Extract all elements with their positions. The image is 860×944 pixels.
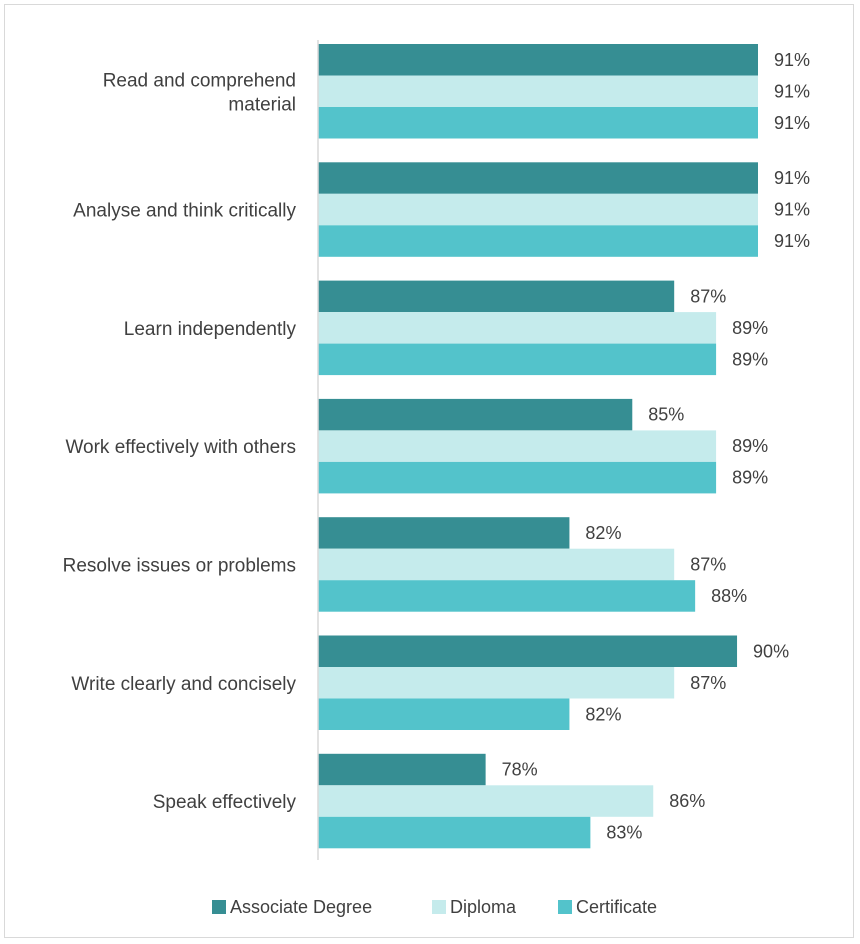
bar-associate-degree bbox=[318, 517, 570, 549]
bar-diploma bbox=[318, 667, 675, 699]
data-label: 86% bbox=[669, 791, 705, 811]
bar-certificate bbox=[318, 461, 717, 494]
bar-certificate bbox=[318, 107, 758, 139]
bar-certificate bbox=[318, 580, 696, 612]
category-label: Analyse and think critically bbox=[73, 201, 296, 222]
bar-diploma bbox=[318, 193, 758, 226]
category-label: Speak effectively bbox=[153, 792, 297, 813]
legend-label: Certificate bbox=[576, 897, 657, 917]
bar-certificate bbox=[318, 698, 570, 730]
bar-associate-degree bbox=[318, 635, 738, 667]
category-label: Write clearly and concisely bbox=[71, 674, 296, 695]
bar-certificate bbox=[318, 816, 591, 849]
data-label: 89% bbox=[732, 318, 768, 338]
category-label: Resolve issues or problems bbox=[63, 555, 296, 576]
legend-label: Diploma bbox=[450, 897, 517, 917]
category-label: Work effectively with others bbox=[65, 437, 296, 458]
bar-associate-degree bbox=[318, 398, 633, 431]
bar-certificate bbox=[318, 343, 717, 376]
legend-label: Associate Degree bbox=[230, 897, 372, 917]
legend-swatch bbox=[558, 900, 572, 914]
data-label: 91% bbox=[774, 200, 810, 220]
data-label: 82% bbox=[585, 523, 621, 543]
data-label: 87% bbox=[690, 673, 726, 693]
bar-associate-degree bbox=[318, 753, 486, 786]
bar-diploma bbox=[318, 548, 675, 581]
data-label: 87% bbox=[690, 554, 726, 574]
bar-diploma bbox=[318, 430, 717, 462]
data-label: 83% bbox=[606, 823, 642, 843]
bar-diploma bbox=[318, 312, 717, 344]
data-label: 89% bbox=[732, 436, 768, 456]
data-label: 89% bbox=[732, 468, 768, 488]
category-label: material bbox=[228, 94, 296, 115]
data-label: 78% bbox=[502, 760, 538, 780]
legend-swatch bbox=[432, 900, 446, 914]
bar-associate-degree bbox=[318, 162, 758, 194]
data-label: 89% bbox=[732, 349, 768, 369]
category-label: Learn independently bbox=[124, 319, 297, 340]
bar-associate-degree bbox=[318, 44, 758, 76]
bar-diploma bbox=[318, 785, 654, 817]
data-label: 91% bbox=[774, 50, 810, 70]
bar-certificate bbox=[318, 225, 758, 257]
data-label: 82% bbox=[585, 704, 621, 724]
data-label: 91% bbox=[774, 168, 810, 188]
legend-swatch bbox=[212, 900, 226, 914]
category-label: Read and comprehend bbox=[103, 70, 296, 91]
data-label: 91% bbox=[774, 81, 810, 101]
data-label: 90% bbox=[753, 641, 789, 661]
data-label: 85% bbox=[648, 405, 684, 425]
data-label: 91% bbox=[774, 113, 810, 133]
data-label: 88% bbox=[711, 586, 747, 606]
data-label: 91% bbox=[774, 231, 810, 251]
data-label: 87% bbox=[690, 286, 726, 306]
bar-diploma bbox=[318, 75, 758, 107]
bar-associate-degree bbox=[318, 280, 675, 313]
